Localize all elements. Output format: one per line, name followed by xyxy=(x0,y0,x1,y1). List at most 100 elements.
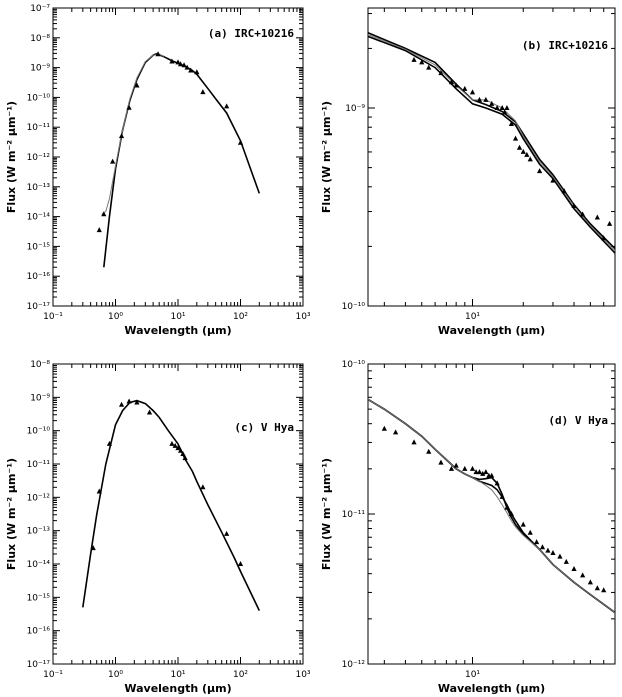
panel-a: 10⁻¹ 10⁰ 10¹ 10² 10³ 10⁻¹⁷ 10⁻¹⁶ 10⁻¹⁵ 10⁻¹⁴ 10⁻¹… xyxy=(5,4,311,337)
data-point-a xyxy=(169,58,175,64)
data-point-d xyxy=(571,565,577,571)
panel-b: 10¹ 10⁻¹⁰ 10⁻⁹ Wavelength (μm) Flux (W m⁻² μ… xyxy=(320,7,616,337)
data-point-b xyxy=(508,121,514,127)
data-point-a xyxy=(237,139,244,145)
x-axis-label-c: Wavelength (μm) xyxy=(124,682,231,695)
x-tick-label-c: 10³ xyxy=(295,670,310,680)
model-curve-d-1 xyxy=(368,398,615,614)
data-point-b xyxy=(499,105,505,111)
x-tick-label-a: 10³ xyxy=(295,312,310,322)
model-curve-d-0 xyxy=(368,398,615,614)
x-axis-label-a: Wavelength (μm) xyxy=(124,324,231,337)
data-point-b xyxy=(580,211,586,217)
data-point-d xyxy=(426,448,432,454)
data-point-c xyxy=(96,488,102,494)
y-tick-label-b: 10⁻⁹ xyxy=(345,104,365,114)
y-tick-label-d: 10⁻¹¹ xyxy=(342,510,366,520)
model-curve-a-1 xyxy=(101,53,165,215)
data-point-c xyxy=(126,398,132,404)
data-layer-c xyxy=(82,398,261,611)
data-point-c xyxy=(118,401,125,407)
y-tick-label-d: 10⁻¹² xyxy=(342,660,366,670)
y-axis-label-c: Flux (W m⁻² μm⁻¹) xyxy=(5,458,18,570)
y-tick-label-c: 10⁻¹⁰ xyxy=(27,427,51,437)
data-point-d xyxy=(381,425,387,431)
data-point-c xyxy=(180,450,186,456)
y-axis-label-d: Flux (W m⁻² μm⁻¹) xyxy=(320,458,333,570)
data-point-b xyxy=(527,156,533,162)
data-point-b xyxy=(419,59,425,65)
data-point-d xyxy=(601,587,607,593)
data-point-d xyxy=(550,549,556,555)
data-point-b xyxy=(524,151,530,157)
x-tick-label-a: 10⁰ xyxy=(108,312,123,322)
y-tick-label-a: 10⁻¹⁶ xyxy=(27,272,51,282)
data-point-d xyxy=(473,469,479,475)
data-point-c xyxy=(237,561,244,566)
data-point-d xyxy=(534,539,540,545)
data-point-b xyxy=(469,89,476,95)
data-point-c xyxy=(175,445,181,451)
y-tick-label-a: 10⁻¹⁷ xyxy=(27,302,51,312)
model-curve-b-2 xyxy=(368,34,615,252)
data-point-d xyxy=(499,493,505,499)
data-point-a xyxy=(110,158,116,164)
data-point-d xyxy=(469,465,476,471)
y-tick-label-c: 10⁻¹² xyxy=(27,493,51,503)
y-tick-label-a: 10⁻¹² xyxy=(27,153,51,163)
data-point-c xyxy=(90,545,96,551)
data-point-b xyxy=(453,82,459,88)
data-point-a xyxy=(96,227,102,233)
y-tick-label-c: 10⁻¹⁶ xyxy=(27,627,51,637)
data-point-a xyxy=(181,62,187,68)
y-tick-label-a: 10⁻⁸ xyxy=(30,34,50,44)
model-curve-c-0 xyxy=(82,399,261,611)
y-tick-label-d: 10⁻¹⁰ xyxy=(342,360,366,370)
data-point-d xyxy=(545,547,551,553)
plot-frame-b xyxy=(367,7,616,307)
data-point-b xyxy=(411,56,417,62)
data-point-b xyxy=(448,79,455,85)
data-point-d xyxy=(587,579,593,585)
data-point-a xyxy=(188,67,194,73)
y-tick-label-a: 10⁻⁷ xyxy=(30,4,50,14)
data-point-d xyxy=(483,469,489,475)
y-tick-label-c: 10⁻¹¹ xyxy=(27,460,51,470)
data-point-a xyxy=(126,104,132,110)
data-point-b xyxy=(550,177,556,183)
panel-title-d: (d) V Hya xyxy=(548,414,608,427)
data-point-d xyxy=(557,553,563,559)
data-point-d xyxy=(411,439,417,445)
y-tick-label-a: 10⁻¹⁴ xyxy=(27,213,51,223)
x-tick-label-c: 10⁻¹ xyxy=(43,670,63,680)
x-tick-label-c: 10¹ xyxy=(170,670,185,680)
y-axis-label-a: Flux (W m⁻² μm⁻¹) xyxy=(5,101,18,213)
data-point-b xyxy=(601,235,607,241)
model-curve-b-1 xyxy=(368,32,615,250)
panel-title-b: (b) IRC+10216 xyxy=(522,39,608,52)
data-point-a xyxy=(200,89,206,95)
x-tick-label-a: 10¹ xyxy=(170,312,185,322)
data-point-b xyxy=(537,168,543,174)
x-tick-label-c: 10² xyxy=(233,670,248,680)
data-point-c xyxy=(146,409,153,415)
data-point-c xyxy=(200,484,206,490)
y-tick-label-c: 10⁻¹⁴ xyxy=(27,560,51,570)
y-tick-label-c: 10⁻⁸ xyxy=(30,360,50,370)
data-point-b xyxy=(520,148,526,154)
data-point-b xyxy=(489,100,495,106)
data-point-b xyxy=(594,214,600,220)
plot-frame-c xyxy=(52,363,304,665)
data-point-d xyxy=(393,429,399,435)
data-point-d xyxy=(448,465,455,471)
y-tick-label-b: 10⁻¹⁰ xyxy=(342,302,366,312)
data-point-a xyxy=(194,69,200,75)
panel-c: 10⁻¹ 10⁰ 10¹ 10² 10³ 10⁻¹⁷ 10⁻¹⁶ 10⁻¹⁵ 10⁻¹⁴ 10⁻¹… xyxy=(5,360,311,695)
x-tick-label-b: 10¹ xyxy=(465,312,480,322)
data-point-b xyxy=(438,70,444,76)
data-point-d xyxy=(520,521,526,527)
data-point-b xyxy=(426,64,432,70)
y-tick-label-a: 10⁻⁹ xyxy=(30,64,50,74)
x-tick-label-d: 10¹ xyxy=(465,670,480,680)
